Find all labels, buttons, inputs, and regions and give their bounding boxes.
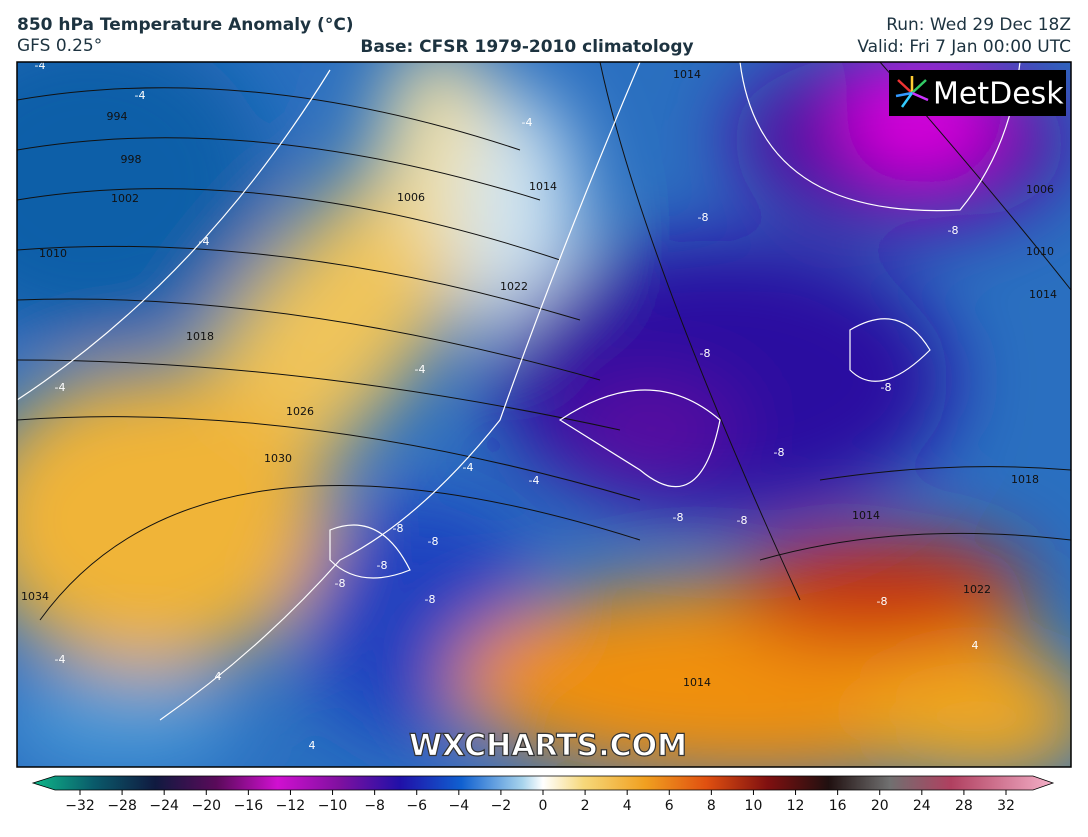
isobar-label: 1022 (500, 280, 528, 293)
anomaly-label: -4 (55, 653, 66, 666)
anomaly-label: -8 (774, 446, 785, 459)
anomaly-label: -8 (393, 522, 404, 535)
logo-box (889, 70, 1066, 116)
anomaly-label: 4 (309, 739, 316, 752)
title: 850 hPa Temperature Anomaly (°C) (17, 15, 354, 35)
base: Base: CFSR 1979-2010 climatology (360, 37, 693, 57)
map: 994 998 1002 1006 1010 1018 1026 1030 1034 1014 10… (17, 59, 1071, 767)
colorbar-tick-label: −32 (65, 798, 95, 814)
anomaly-label: -8 (948, 224, 959, 237)
valid: Valid: Fri 7 Jan 00:00 UTC (857, 37, 1071, 57)
map-frame (16, 61, 1072, 768)
colorbar-tick-label: −12 (276, 798, 306, 814)
anomaly-label: 4 (972, 639, 979, 652)
anomaly-label: -8 (881, 381, 892, 394)
isobar-label: 1018 (186, 330, 214, 343)
colorbar-tick-label: 28 (955, 798, 973, 814)
colorbar-tick-label: −6 (406, 798, 427, 814)
model: GFS 0.25° (17, 36, 102, 56)
anomaly-label: -8 (428, 535, 439, 548)
colorbar-tick-label: 8 (707, 798, 716, 814)
anomaly-label: -8 (698, 211, 709, 224)
colorbar-tick-label: −8 (364, 798, 385, 814)
colorbar-tick-label: 24 (913, 798, 931, 814)
colorbar-tick-label: −4 (448, 798, 469, 814)
isobar-label: 1014 (529, 180, 557, 193)
isobar-label: 1022 (963, 583, 991, 596)
isobar-label: 1006 (397, 191, 425, 204)
colorbar-tick-label: −20 (191, 798, 221, 814)
logo-text: MetDesk (933, 77, 1064, 112)
anomaly-label: -8 (877, 595, 888, 608)
anomaly-label: 4 (215, 670, 222, 683)
colorbar-tick-label: −24 (149, 798, 179, 814)
colorbar-tick-label: 16 (829, 798, 847, 814)
anomaly-label: -8 (377, 559, 388, 572)
isobar-label: 1014 (683, 676, 711, 689)
colorbar-tick-label: 20 (871, 798, 889, 814)
isobar-label: 1014 (852, 509, 880, 522)
colorbar-tick-label: −28 (107, 798, 137, 814)
anomaly-label: -4 (135, 89, 146, 102)
colorbar-tick-label: 4 (623, 798, 632, 814)
colorbar-tick-label: −10 (318, 798, 348, 814)
colorbar-tick-label: 12 (787, 798, 805, 814)
colorbar-tick-label: 2 (581, 798, 590, 814)
isobar-label: 1014 (673, 68, 701, 81)
isobar-label: 994 (107, 110, 128, 123)
anomaly-label: -4 (199, 235, 210, 248)
isobar-label: 1034 (21, 590, 49, 603)
anomaly-label: -4 (55, 381, 66, 394)
isobar-label: 1014 (1029, 288, 1057, 301)
run: Run: Wed 29 Dec 18Z (886, 15, 1071, 35)
anomaly-contours (17, 62, 1021, 721)
isobar-label: 1030 (264, 452, 292, 465)
colorbar-tick-label: 0 (539, 798, 548, 814)
isobar-label: 1026 (286, 405, 314, 418)
anomaly-label: -4 (415, 363, 426, 376)
colorbar-tick-label: −2 (491, 798, 512, 814)
logo-icon (895, 76, 929, 108)
anomaly-label: -4 (529, 474, 540, 487)
colorbar-tick-label: 10 (745, 798, 763, 814)
anomaly-label: -8 (673, 511, 684, 524)
watermark: WXCHARTS.COM (409, 729, 687, 764)
isobar-label: 1018 (1011, 473, 1039, 486)
colorbar-tick-label: 6 (665, 798, 674, 814)
isobar-label: 1010 (1026, 245, 1054, 258)
isobar-label: 1002 (111, 192, 139, 205)
isobar-label: 1006 (1026, 183, 1054, 196)
isobar-label: 1010 (39, 247, 67, 260)
anomaly-label: -4 (522, 116, 533, 129)
anomaly-label: -8 (425, 593, 436, 606)
colorbar-tick-label: −16 (234, 798, 264, 814)
colorbar (31, 775, 1055, 791)
anomaly-label: -4 (463, 461, 474, 474)
colorbar-tick-label: 32 (997, 798, 1015, 814)
anomaly-label: -8 (737, 514, 748, 527)
isobar-label: 998 (121, 153, 142, 166)
anomaly-label: -8 (700, 347, 711, 360)
anomaly-label: -8 (335, 577, 346, 590)
anomaly-label: -4 (35, 59, 46, 72)
